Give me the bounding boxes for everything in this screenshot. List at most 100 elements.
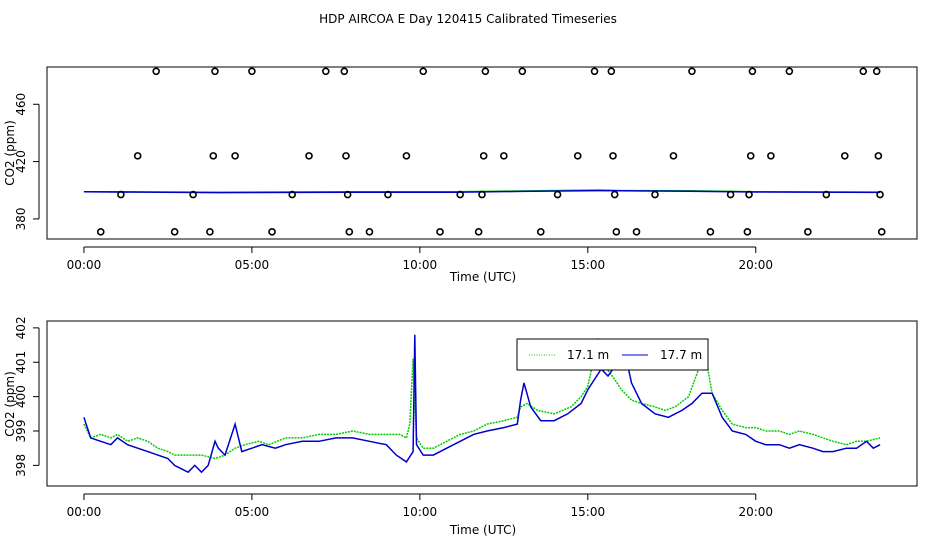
scatter-point xyxy=(590,67,599,76)
x-tick-label: 00:00 xyxy=(67,258,102,272)
y-tick-label: 401 xyxy=(14,351,28,374)
scatter-point xyxy=(688,67,696,76)
scatter-point xyxy=(152,67,160,76)
panel-top: 00:00 05:00 10:00 15:00 20:00 380 420 460 Time… xyxy=(3,66,918,284)
scatter-point xyxy=(419,67,428,76)
scatter-point xyxy=(877,228,886,236)
scatter-point xyxy=(402,152,411,160)
scatter-point xyxy=(612,228,621,236)
series-line-17.1m xyxy=(83,338,881,460)
scatter-point xyxy=(859,67,868,76)
y-axis-label: CO2 (ppm) xyxy=(3,371,17,437)
scatter-point xyxy=(743,228,752,236)
scatter-point xyxy=(669,152,678,160)
scatter-point xyxy=(553,190,562,199)
y-axis: 398 399 400 401 402 xyxy=(14,316,40,477)
legend-box xyxy=(516,338,709,371)
scatter-point xyxy=(767,152,775,160)
scatter-point xyxy=(322,67,330,76)
scatter-point xyxy=(726,190,735,199)
x-tick-label: 10:00 xyxy=(403,258,438,272)
scatter-point xyxy=(288,190,297,199)
series-line-17.7m xyxy=(83,334,881,474)
scatter-point xyxy=(342,152,350,160)
series-lines xyxy=(83,189,881,194)
scatter-point xyxy=(456,190,464,199)
legend: 17.1 m 17.7 m xyxy=(516,338,709,371)
plot-frame xyxy=(46,320,918,487)
scatter-point xyxy=(474,228,483,236)
scatter-point xyxy=(345,228,354,236)
scatter-point xyxy=(170,228,179,236)
x-tick-label: 15:00 xyxy=(571,258,606,272)
scatter-point xyxy=(748,67,757,76)
scatter-point xyxy=(384,190,392,199)
chart-title: HDP AIRCOA E Day 120415 Calibrated Times… xyxy=(319,12,617,26)
scatter-point xyxy=(133,152,142,160)
y-tick-label: 420 xyxy=(14,150,28,173)
y-axis-label: CO2 (ppm) xyxy=(3,120,17,186)
scatter-point xyxy=(609,152,617,160)
scatter-point xyxy=(573,152,582,160)
scatter-point xyxy=(632,228,641,236)
scatter-point xyxy=(822,190,831,199)
scatter-point xyxy=(746,152,755,160)
series-line-17.7m xyxy=(83,189,881,194)
x-tick-label: 20:00 xyxy=(738,505,773,519)
scatter-point xyxy=(305,152,313,160)
panel-bottom: 00:00 05:00 10:00 15:00 20:00 398 399 400 401 40… xyxy=(3,316,918,537)
scatter-point xyxy=(206,228,214,236)
scatter-point xyxy=(189,190,197,199)
legend-label-17.1m: 17.1 m xyxy=(567,348,609,362)
scatter-point xyxy=(745,190,753,199)
scatter-point xyxy=(607,67,616,76)
scatter-point xyxy=(804,228,812,236)
scatter-point xyxy=(872,67,881,76)
x-tick-label: 05:00 xyxy=(235,505,270,519)
x-axis-label: Time (UTC) xyxy=(449,270,516,284)
y-tick-label: 380 xyxy=(14,207,28,230)
scatter-point xyxy=(365,228,374,236)
y-tick-label: 402 xyxy=(14,316,28,339)
scatter-point xyxy=(343,190,352,199)
x-axis: 00:00 05:00 10:00 15:00 20:00 xyxy=(67,246,773,272)
legend-label-17.7m: 17.7 m xyxy=(660,348,702,362)
scatter-point xyxy=(268,228,276,236)
scatter-point xyxy=(96,228,105,236)
y-tick-label: 460 xyxy=(14,93,28,116)
x-tick-label: 15:00 xyxy=(571,505,606,519)
scatter-point xyxy=(651,190,659,199)
scatter-point xyxy=(536,228,545,236)
scatter-point xyxy=(610,190,619,199)
x-tick-label: 05:00 xyxy=(235,258,270,272)
scatter-point xyxy=(840,152,849,160)
y-tick-label: 400 xyxy=(14,385,28,408)
scatter-point xyxy=(436,228,444,236)
scatter-point xyxy=(209,152,218,160)
y-axis: 380 420 460 xyxy=(14,93,40,230)
scatter-point xyxy=(231,152,239,160)
scatter-point xyxy=(518,67,527,76)
scatter-point xyxy=(117,190,125,199)
scatter-point xyxy=(500,152,508,160)
x-tick-label: 20:00 xyxy=(738,258,773,272)
scatter-point xyxy=(874,152,883,160)
scatter-point xyxy=(481,67,490,76)
scatter-point xyxy=(785,67,794,76)
scatter-points xyxy=(96,67,886,236)
scatter-point xyxy=(211,67,219,76)
scatter-point xyxy=(340,67,349,76)
y-tick-label: 399 xyxy=(14,420,28,443)
series-lines xyxy=(83,334,881,474)
x-tick-label: 00:00 xyxy=(67,505,102,519)
scatter-point xyxy=(479,152,488,160)
y-tick-label: 398 xyxy=(14,454,28,477)
scatter-point xyxy=(248,67,256,76)
scatter-point xyxy=(706,228,715,236)
x-axis: 00:00 05:00 10:00 15:00 20:00 xyxy=(67,493,773,519)
x-tick-label: 10:00 xyxy=(403,505,438,519)
x-axis-label: Time (UTC) xyxy=(449,523,516,537)
plot-frame xyxy=(46,66,918,240)
scatter-point xyxy=(876,190,884,199)
